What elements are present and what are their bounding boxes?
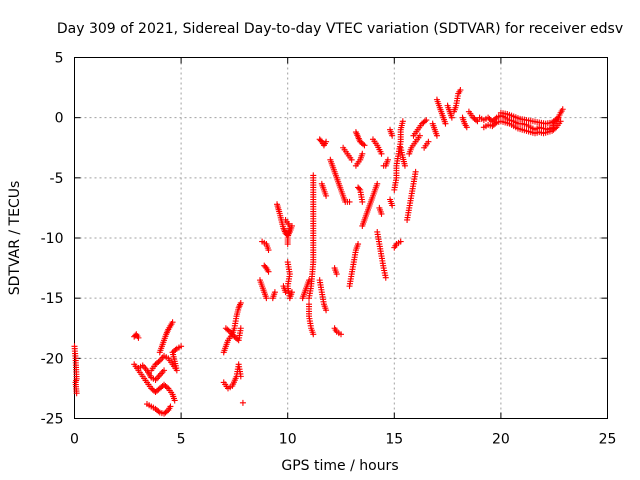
data-point (378, 210, 385, 217)
data-point (412, 168, 419, 175)
data-point (306, 277, 313, 284)
data-point (237, 325, 244, 332)
data-point (492, 120, 499, 127)
data-point (401, 162, 408, 169)
data-point (178, 343, 185, 350)
data-point (323, 138, 330, 145)
data-point (169, 319, 176, 326)
data-point (555, 114, 562, 121)
y-tick-label: 0 (55, 111, 64, 127)
data-point (172, 346, 179, 353)
data-point (474, 118, 481, 125)
y-tick-label: -10 (41, 231, 64, 247)
data-points (71, 86, 566, 417)
data-point (155, 408, 162, 415)
data-point (346, 198, 353, 205)
y-tick-label: -5 (50, 171, 64, 187)
data-point (333, 271, 340, 278)
x-tick-label: 5 (177, 432, 186, 448)
data-point (433, 132, 440, 139)
data-point (473, 117, 480, 124)
data-point (73, 390, 80, 397)
data-point (378, 150, 385, 157)
data-point (384, 156, 391, 163)
data-point (359, 198, 366, 205)
data-point (442, 120, 449, 127)
data-point (282, 289, 289, 296)
data-point (310, 331, 317, 338)
data-point (463, 124, 470, 131)
data-point (348, 156, 355, 163)
data-point (167, 403, 174, 410)
data-point (288, 289, 295, 296)
data-point (323, 307, 330, 314)
data-point (356, 185, 363, 192)
x-axis-label: GPS time / hours (281, 458, 398, 474)
data-point (361, 142, 368, 149)
data-point (310, 172, 317, 179)
data-point (416, 132, 423, 139)
x-tick-label: 25 (599, 432, 617, 448)
data-point (338, 331, 344, 338)
y-tick-label: 5 (55, 51, 64, 67)
data-point (265, 268, 272, 275)
x-tick-label: 20 (492, 432, 510, 448)
y-tick-label: -25 (41, 412, 64, 428)
axis-ticks: 0 5 10 15 20 25 -25 -20 -15 -10 -5 0 5 (41, 51, 617, 448)
data-point (171, 397, 178, 404)
data-point (225, 327, 232, 334)
data-point (374, 180, 381, 187)
data-point (559, 106, 566, 113)
data-point (448, 114, 455, 121)
data-point (399, 118, 406, 125)
data-point (355, 241, 362, 248)
data-point (423, 117, 430, 124)
data-point (323, 192, 330, 199)
data-point (551, 125, 558, 132)
data-point (389, 202, 396, 209)
data-point (282, 216, 289, 223)
data-point (237, 373, 244, 380)
data-point (263, 295, 270, 302)
data-point (161, 367, 168, 374)
data-point (382, 274, 389, 281)
data-point (135, 334, 142, 341)
x-tick-label: 10 (279, 432, 297, 448)
data-point (155, 358, 162, 365)
data-point (271, 289, 278, 296)
data-point (397, 238, 404, 245)
data-point (421, 118, 428, 125)
data-point (239, 399, 246, 406)
data-point (457, 86, 464, 93)
data-point (262, 263, 269, 270)
y-tick-label: -15 (41, 291, 64, 307)
data-point (237, 299, 244, 306)
data-point (425, 138, 432, 145)
data-point (317, 137, 324, 144)
chart-title: Day 309 of 2021, Sidereal Day-to-day VTE… (57, 21, 623, 37)
data-point (163, 384, 170, 391)
data-point (360, 141, 367, 148)
x-tick-label: 15 (385, 432, 403, 448)
data-point (359, 150, 366, 157)
y-axis-label: SDTVAR / TECUs (7, 181, 23, 296)
data-point (163, 408, 170, 415)
x-tick-label: 0 (70, 432, 79, 448)
y-tick-label: -20 (41, 351, 64, 367)
data-point (265, 247, 272, 254)
data-point (389, 132, 396, 139)
data-point (557, 118, 564, 125)
